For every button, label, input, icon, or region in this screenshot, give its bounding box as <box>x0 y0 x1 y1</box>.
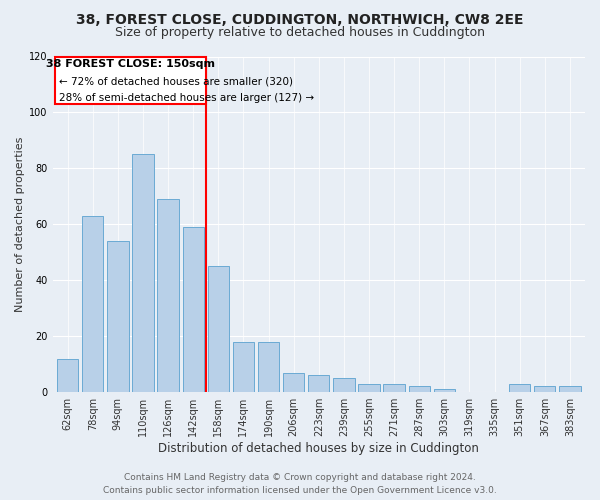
Bar <box>333 378 355 392</box>
Bar <box>107 241 128 392</box>
Text: Contains HM Land Registry data © Crown copyright and database right 2024.
Contai: Contains HM Land Registry data © Crown c… <box>103 474 497 495</box>
Bar <box>57 358 78 392</box>
Bar <box>182 227 204 392</box>
Bar <box>383 384 405 392</box>
Bar <box>358 384 380 392</box>
Text: ← 72% of detached houses are smaller (320): ← 72% of detached houses are smaller (32… <box>59 76 293 86</box>
FancyBboxPatch shape <box>55 56 206 104</box>
X-axis label: Distribution of detached houses by size in Cuddington: Distribution of detached houses by size … <box>158 442 479 455</box>
Bar <box>283 372 304 392</box>
Text: 38 FOREST CLOSE: 150sqm: 38 FOREST CLOSE: 150sqm <box>46 60 215 70</box>
Bar <box>308 376 329 392</box>
Text: 38, FOREST CLOSE, CUDDINGTON, NORTHWICH, CW8 2EE: 38, FOREST CLOSE, CUDDINGTON, NORTHWICH,… <box>76 12 524 26</box>
Bar <box>409 386 430 392</box>
Bar <box>258 342 279 392</box>
Text: 28% of semi-detached houses are larger (127) →: 28% of semi-detached houses are larger (… <box>59 93 314 103</box>
Bar <box>534 386 556 392</box>
Text: Size of property relative to detached houses in Cuddington: Size of property relative to detached ho… <box>115 26 485 39</box>
Bar <box>208 266 229 392</box>
Bar <box>233 342 254 392</box>
Bar <box>82 216 103 392</box>
Bar <box>509 384 530 392</box>
Bar <box>132 154 154 392</box>
Y-axis label: Number of detached properties: Number of detached properties <box>15 136 25 312</box>
Bar <box>559 386 581 392</box>
Bar <box>434 390 455 392</box>
Bar <box>157 199 179 392</box>
